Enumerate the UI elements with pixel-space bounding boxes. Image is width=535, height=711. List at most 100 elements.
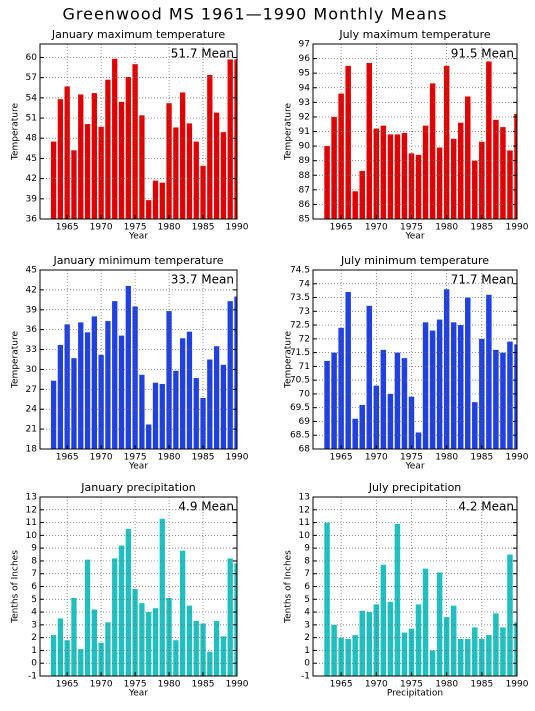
bar [159, 384, 165, 449]
y-tick-label: 7 [31, 569, 37, 579]
bar [394, 134, 401, 219]
bar [159, 518, 165, 676]
bar [78, 94, 84, 219]
bar [64, 324, 70, 449]
bar [352, 191, 358, 219]
y-tick-label: 36 [26, 325, 38, 335]
y-tick-label: 97 [299, 40, 310, 50]
bar [479, 638, 485, 676]
bar [57, 99, 64, 219]
y-tick-label: 9 [304, 544, 310, 554]
bar [352, 635, 358, 676]
plot [50, 518, 237, 676]
y-tick-label: 57 [26, 73, 37, 83]
bar [180, 550, 186, 676]
bar [493, 613, 499, 676]
bar [514, 114, 517, 219]
y-tick-label: 96 [299, 54, 311, 64]
bar [352, 418, 358, 449]
x-tick-label: 1965 [56, 223, 79, 233]
y-tick-label: 6 [31, 582, 37, 592]
bar [125, 528, 131, 676]
annotation: 71.7 Mean [451, 273, 514, 287]
y-tick-label: 45 [26, 154, 37, 164]
y-tick-label: 21 [26, 425, 37, 435]
bar [105, 321, 111, 449]
bar [71, 358, 77, 449]
bar [415, 432, 422, 449]
plot-frame [39, 43, 238, 220]
bar [173, 127, 179, 219]
bar [479, 141, 485, 219]
x-tick-label: 1965 [56, 680, 79, 690]
bar [493, 349, 499, 449]
annotation: 33.7 Mean [171, 273, 234, 287]
y-tick-label: 60 [26, 53, 38, 63]
bar [227, 558, 233, 676]
annotation: 4.2 Mean [458, 500, 514, 514]
bar [193, 621, 199, 676]
bar [457, 122, 464, 219]
y-tick-label: 9 [31, 544, 37, 554]
bar [220, 636, 227, 676]
x-tick-label: 1970 [90, 453, 113, 463]
x-axis-label: Year [404, 232, 424, 242]
bar [207, 359, 213, 449]
bar [324, 146, 330, 219]
bar [118, 545, 125, 676]
panel-title: July maximum temperature [338, 28, 491, 41]
x-tick-label: 1965 [330, 453, 353, 463]
y-tick-label: 33 [26, 345, 37, 355]
bar [324, 522, 330, 676]
bar [84, 332, 91, 449]
y-tick-label: 54 [26, 93, 38, 103]
y-tick-label: 48 [26, 134, 38, 144]
bar [415, 154, 422, 219]
bar [125, 76, 131, 219]
y-tick-label: 5 [304, 595, 310, 605]
bar [200, 623, 206, 676]
bar [173, 640, 179, 676]
y-tick-label: 6 [304, 582, 310, 592]
bar [486, 294, 492, 449]
y-tick-label: 85 [299, 215, 310, 225]
bar [465, 638, 471, 676]
bar [422, 568, 429, 676]
bar [207, 74, 213, 219]
y-tick-label: -1 [28, 672, 37, 682]
x-tick-label: 1985 [192, 223, 215, 233]
y-tick-label: 93 [299, 98, 310, 108]
bar [146, 200, 152, 219]
bar [486, 61, 492, 219]
y-tick-label: 68 [299, 445, 311, 455]
y-tick-label: 39 [26, 194, 38, 204]
bar [436, 319, 443, 449]
x-tick-label: 1985 [470, 680, 493, 690]
x-axis-label: Year [128, 232, 148, 242]
y-axis-label: Temperature [284, 331, 294, 389]
y-tick-label: 70.5 [290, 376, 310, 386]
x-tick-label: 1980 [435, 680, 458, 690]
x-tick-label: 1965 [330, 223, 353, 233]
plot [50, 58, 237, 219]
bar [394, 523, 401, 676]
bar [500, 627, 506, 676]
bar [500, 352, 506, 449]
bar [408, 628, 415, 676]
bar [84, 124, 91, 219]
bar [387, 393, 394, 449]
plot [324, 289, 517, 449]
bar [91, 93, 97, 219]
bar [450, 322, 457, 449]
x-tick-label: 1985 [470, 453, 493, 463]
bar [338, 327, 344, 449]
bar [57, 344, 64, 449]
bar [401, 132, 408, 219]
y-tick-label: 94 [299, 83, 311, 93]
bar [486, 635, 492, 676]
y-tick-label: 4 [31, 608, 37, 618]
x-tick-label: 1990 [506, 453, 529, 463]
x-tick-label: 1980 [435, 223, 458, 233]
bar [359, 610, 365, 676]
bar [118, 335, 125, 449]
